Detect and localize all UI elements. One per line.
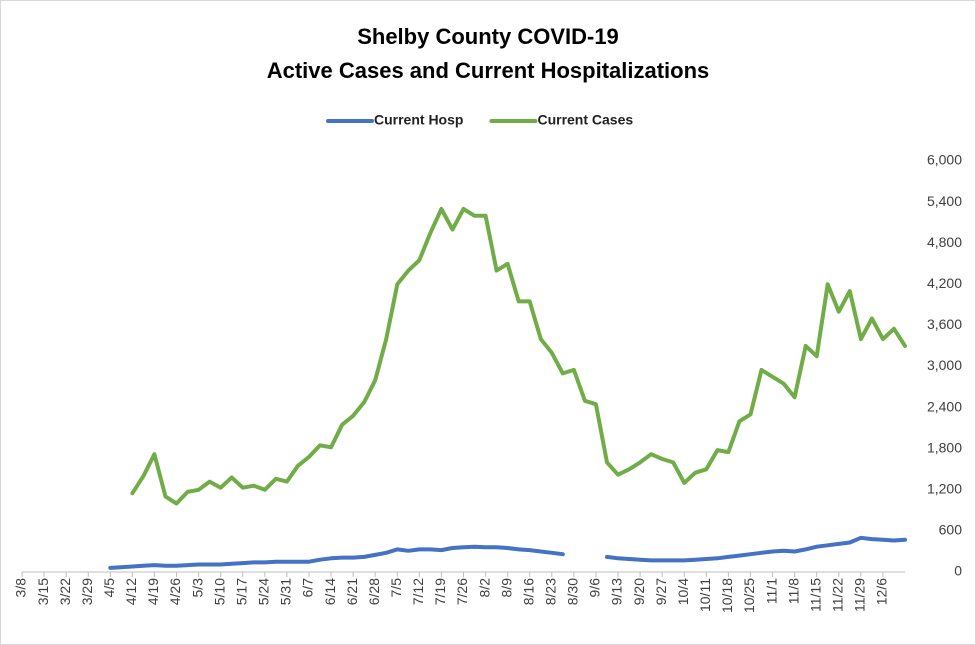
- y-tick-label: 5,400: [927, 193, 962, 209]
- x-tick-label: 6/14: [322, 578, 338, 605]
- y-tick-label: 1,200: [927, 481, 962, 497]
- x-tick-label: 7/5: [388, 578, 404, 598]
- y-tick-label: 4,800: [927, 234, 962, 250]
- x-tick-label: 9/27: [653, 578, 669, 605]
- x-tick-label: 3/15: [35, 578, 51, 605]
- x-tick-label: 6/7: [300, 578, 316, 598]
- x-tick-label: 8/23: [543, 578, 559, 605]
- y-tick-label: 3,000: [927, 357, 962, 373]
- series-line: [108, 535, 907, 570]
- x-tick-label: 11/8: [785, 578, 801, 604]
- x-tick-label: 3/8: [13, 578, 29, 598]
- y-tick-label: 3,600: [927, 316, 962, 332]
- x-tick-label: 6/21: [344, 578, 360, 605]
- x-tick-label: 5/24: [256, 578, 272, 605]
- x-tick-label: 5/17: [233, 578, 249, 605]
- x-tick-label: 8/9: [498, 578, 514, 598]
- series-line: [130, 206, 907, 506]
- x-tick-label: 9/13: [609, 578, 625, 605]
- x-tick-label: 4/19: [145, 578, 161, 605]
- x-tick-label: 5/3: [189, 578, 205, 598]
- y-tick-label: 6,000: [927, 152, 962, 168]
- y-tick-label: 600: [939, 522, 963, 538]
- x-tick-label: 5/31: [278, 578, 294, 605]
- x-tick-label: 12/6: [874, 578, 890, 605]
- x-tick-label: 8/30: [565, 578, 581, 605]
- chart-title: Shelby County COVID-19: [357, 24, 619, 49]
- x-tick-label: 8/2: [476, 578, 492, 598]
- x-tick-label: 4/5: [101, 578, 117, 598]
- x-tick-label: 11/1: [763, 578, 779, 604]
- x-tick-label: 4/12: [123, 578, 139, 605]
- y-tick-label: 4,200: [927, 275, 962, 291]
- x-tick-label: 9/20: [631, 578, 647, 605]
- x-tick-label: 3/22: [57, 578, 73, 605]
- x-tick-label: 5/10: [211, 578, 227, 605]
- x-tick-label: 10/11: [697, 578, 713, 612]
- x-tick-label: 8/16: [520, 578, 536, 605]
- x-tick-label: 11/29: [852, 578, 868, 612]
- x-tick-label: 7/26: [454, 578, 470, 605]
- x-tick-label: 4/26: [167, 578, 183, 605]
- x-tick-label: 10/18: [719, 578, 735, 613]
- y-tick-label: 1,800: [927, 439, 962, 455]
- x-tick-label: 9/6: [587, 578, 603, 598]
- x-tick-label: 3/29: [79, 578, 95, 605]
- legend-label: Current Hosp: [374, 112, 463, 128]
- x-tick-label: 7/19: [432, 578, 448, 605]
- x-tick-label: 7/12: [410, 578, 426, 605]
- x-tick-label: 10/4: [675, 578, 691, 605]
- legend-label: Current Cases: [537, 112, 633, 128]
- x-tick-label: 11/22: [829, 578, 845, 612]
- x-tick-label: 6/28: [366, 578, 382, 605]
- x-tick-label: 11/15: [807, 578, 823, 612]
- y-tick-label: 2,400: [927, 398, 962, 414]
- chart-title: Active Cases and Current Hospitalization…: [267, 58, 710, 83]
- y-tick-label: 0: [954, 563, 962, 579]
- x-tick-label: 10/25: [741, 578, 757, 613]
